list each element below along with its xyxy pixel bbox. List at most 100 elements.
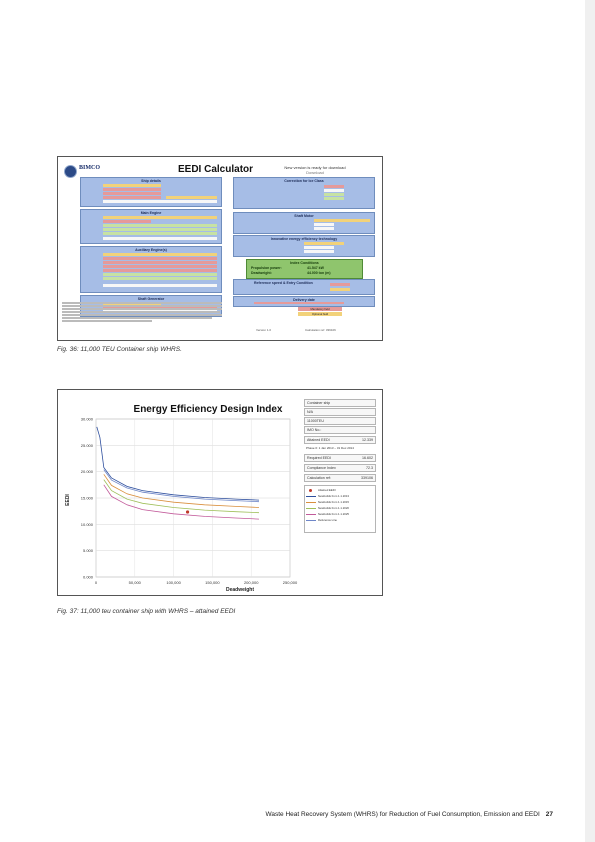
panel-title-innovative: Innovative energy efficiency technology [270,237,338,241]
x-tick-label: 0 [95,580,98,585]
attained-eedi-row: Attained EEDI 12.339 [304,436,376,444]
notice-text: New version is ready for download [284,165,346,170]
input-row[interactable] [166,196,217,199]
input-row[interactable] [254,302,344,304]
shaft-motor-panel: Shaft Motor [233,212,375,234]
input-row[interactable] [103,192,161,195]
legend-box [304,485,376,533]
input-row[interactable] [324,189,344,192]
x-tick-label: 50,000 [129,580,142,585]
phase-row: Phase 0: 1 Jan 2013 – 31 Dec 2014 [304,445,376,453]
y-axis-label: EEDI [65,494,71,506]
calculation-ref-label: Calculation ref: 339106 [305,328,336,332]
panel-title-shaft-motor: Shaft Motor [294,214,314,218]
optional-field-legend: Optional field [298,312,342,316]
calculation-ref-label: Calculation ref: [307,476,331,480]
required-eedi-value: 16.602 [362,456,373,460]
input-row[interactable] [330,283,350,286]
input-row[interactable] [103,257,217,260]
input-row[interactable] [324,185,344,188]
series-line [103,484,260,520]
bimco-logo-icon [64,165,77,178]
series-line [96,426,260,501]
legend-label: Newbuilds from 1.1.2025 [318,512,349,516]
mandatory-field-legend: Mandatory field [298,307,342,311]
input-row[interactable] [103,200,217,203]
input-row[interactable] [103,228,217,231]
series-line [103,474,260,508]
phase-label: Phase 0: 1 Jan 2013 – 31 Dec 2014 [306,446,354,450]
ship-name: 11000TEU [304,417,376,425]
imo-number: IMO No.: [304,426,376,434]
input-row[interactable] [103,196,161,199]
input-row[interactable] [314,223,334,226]
input-row[interactable] [314,227,334,230]
compliance-index-value: 72.3 [366,466,373,470]
input-row[interactable] [103,224,217,227]
input-row[interactable] [103,265,217,268]
y-tick-label: 25.000 [81,443,94,448]
download-link[interactable]: Download [306,170,324,175]
innovative-tech-panel: Innovative energy efficiency technology [233,235,375,257]
panel-title-auxiliary-engine: Auxiliary Engine(s) [135,248,167,252]
y-tick-label: 20.000 [81,469,94,474]
delivery-date-panel: Delivery date [233,296,375,307]
input-row[interactable] [103,261,217,264]
legend-swatch [306,502,316,503]
legend-swatch [306,520,316,521]
figure-37-caption: Fig. 37: 11,000 teu container ship with … [57,608,236,615]
input-row[interactable] [103,220,151,223]
calculator-title: EEDI Calculator [178,164,254,175]
x-tick-label: 250,000 [283,580,298,585]
index-conditions-title: Index Conditions [290,261,319,265]
panel-title-shaft-generator: Shaft Generator [137,297,165,301]
input-row[interactable] [304,246,334,249]
input-row[interactable] [324,193,344,196]
calculation-ref-value: 339106 [361,476,373,480]
input-row[interactable] [103,188,161,191]
input-row[interactable] [103,216,217,219]
input-row[interactable] [103,284,217,287]
page-number: 27 [545,811,553,818]
input-row[interactable] [103,273,217,276]
y-tick-label: 30.000 [81,417,94,422]
deadweight-label: Deadweight: [251,271,272,275]
reference-speed-panel: Reference speed & Entry Condition [233,279,375,295]
input-row[interactable] [103,277,217,280]
input-row[interactable] [330,288,350,291]
auxiliary-engine-panel: Auxiliary Engine(s) [80,246,222,293]
index-conditions-box: Index Conditions Propulsion power: 41.54… [246,259,363,279]
main-engine-panel: Main Engine [80,209,222,244]
series-line [103,479,260,514]
legend-swatch [306,514,316,515]
input-row[interactable] [103,306,217,309]
legend-label: Newbuilds from 1.1.2015 [318,500,349,504]
input-row[interactable] [103,253,217,256]
legend-swatch [306,496,316,497]
input-row[interactable] [324,197,344,200]
legend-item: Reference Line [304,517,376,523]
legend-label: Attained EEDI [318,488,336,492]
input-row[interactable] [304,242,344,245]
legend-item: Newbuilds from 1.1.2025 [304,511,376,517]
x-tick-label: 200,000 [244,580,259,585]
input-row[interactable] [103,184,161,187]
propulsion-power-value: 41.547 kW [307,266,324,270]
input-row[interactable] [103,232,217,235]
input-row[interactable] [314,219,370,222]
compliance-index-row: Compliance Index 72.3 [304,464,376,472]
ship-info-panel: Container ship N/A 11000TEU IMO No.: Att… [304,399,376,533]
page-edge-strip [585,0,595,842]
page-footer: Waste Heat Recovery System (WHRS) for Re… [0,811,553,818]
x-tick-label: 150,000 [205,580,220,585]
eedi-chart-screenshot: Energy Efficiency Design Index 0.000 5.00… [57,389,383,596]
footer-text: Waste Heat Recovery System (WHRS) for Re… [265,811,540,818]
input-row[interactable] [103,237,217,240]
legend-item: Attained EEDI [304,487,376,493]
input-row[interactable] [304,250,334,253]
input-row[interactable] [103,269,217,272]
disclaimer-text [62,302,222,323]
legend-label: Newbuilds from 1.1.2020 [318,506,349,510]
eedi-calculator-screenshot: BIMCO EEDI Calculator New version is rea… [57,156,383,341]
x-tick-label: 100,000 [166,580,181,585]
